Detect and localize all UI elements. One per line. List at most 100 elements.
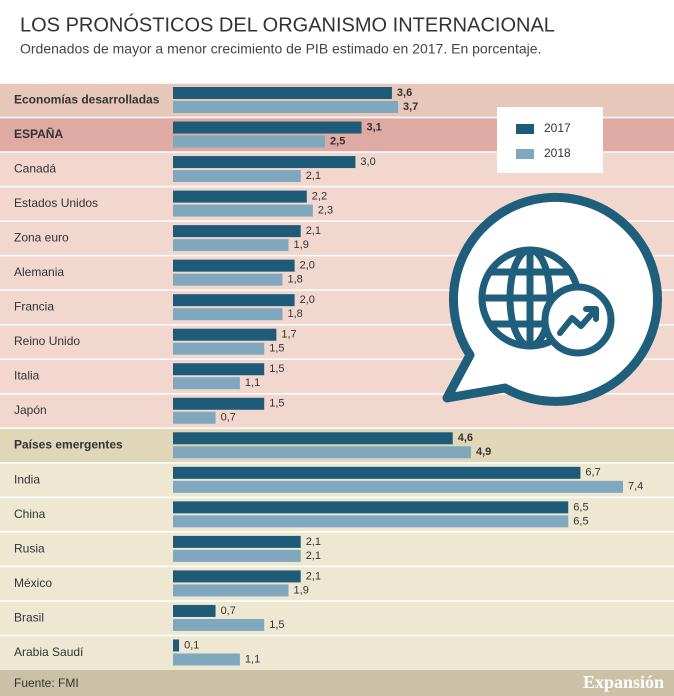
- category-label: Canadá: [14, 161, 56, 175]
- value-label: 0,1: [184, 639, 199, 651]
- legend-label: 2018: [544, 146, 571, 160]
- legend-swatch: [516, 149, 534, 159]
- bar: [173, 570, 301, 583]
- value-label: 0,7: [221, 605, 236, 617]
- bar: [173, 535, 301, 548]
- bar: [173, 273, 283, 286]
- value-label: 2,1: [306, 225, 321, 237]
- value-label: 2,2: [312, 190, 327, 202]
- value-label: 6,7: [585, 467, 600, 479]
- bar: [173, 397, 265, 410]
- value-label: 1,5: [269, 398, 284, 410]
- bar: [173, 480, 623, 493]
- brand: Expansión: [583, 672, 664, 692]
- rows: Economías desarrolladas 3,6 3,7 ESPAÑA 3,1 2,…: [0, 82, 674, 670]
- value-label: 4,9: [476, 446, 491, 458]
- value-label: 3,6: [397, 87, 412, 99]
- trend-arrow: [557, 306, 599, 336]
- bar: [173, 466, 581, 479]
- value-label: 6,5: [573, 501, 588, 513]
- category-label: Arabia Saudí: [14, 645, 84, 659]
- category-label: Francia: [14, 300, 54, 314]
- bar: [173, 377, 240, 390]
- value-label: 2,3: [318, 204, 333, 216]
- globe-icon: [442, 192, 662, 406]
- bar: [173, 308, 283, 321]
- value-label: 1,8: [287, 308, 302, 320]
- category-label: China: [14, 507, 46, 521]
- bar: [173, 515, 569, 528]
- bar: [173, 204, 313, 217]
- bar: [173, 87, 392, 99]
- row-background: [0, 531, 674, 567]
- value-label: 1,5: [269, 343, 284, 355]
- source: Fuente: FMI: [14, 676, 79, 690]
- bar: [173, 653, 240, 666]
- bar: [173, 618, 265, 631]
- chart-title: LOS PRONÓSTICOS DEL ORGANISMO INTERNACIO…: [20, 13, 555, 36]
- value-label: 1,5: [269, 363, 284, 375]
- bar: [173, 363, 265, 376]
- bar: [173, 156, 356, 169]
- bar: [173, 190, 307, 203]
- legend-swatch: [516, 124, 534, 134]
- category-label: Rusia: [14, 541, 45, 555]
- value-label: 7,4: [628, 481, 643, 493]
- category-label: México: [14, 576, 52, 590]
- bar: [173, 411, 216, 424]
- bar: [173, 639, 180, 652]
- value-label: 0,7: [221, 412, 236, 424]
- bar: [173, 501, 569, 514]
- bar: [173, 135, 326, 148]
- value-label: 1,7: [281, 329, 296, 341]
- category-label: ESPAÑA: [14, 126, 63, 141]
- category-label: Brasil: [14, 610, 44, 624]
- bar: [173, 549, 301, 562]
- bar: [173, 342, 265, 355]
- category-label: Economías desarrolladas: [14, 92, 160, 106]
- bar: [173, 239, 289, 252]
- chart-subtitle: Ordenados de mayor a menor crecimiento d…: [20, 41, 541, 57]
- value-label: 2,5: [330, 135, 345, 147]
- value-label: 1,9: [294, 584, 309, 596]
- value-label: 1,8: [287, 274, 302, 286]
- bar: [173, 121, 362, 134]
- legend-box: [497, 107, 603, 173]
- value-label: 2,1: [306, 550, 321, 562]
- value-label: 3,7: [403, 101, 418, 113]
- bar: [173, 101, 398, 113]
- category-label: Estados Unidos: [14, 196, 98, 210]
- category-label: Italia: [14, 369, 40, 383]
- bar: [173, 294, 295, 307]
- value-label: 3,0: [360, 156, 375, 168]
- category-label: Japón: [14, 403, 47, 417]
- footer: [0, 670, 674, 696]
- value-label: 2,1: [306, 536, 321, 548]
- value-label: 3,1: [367, 121, 382, 133]
- value-label: 2,0: [300, 260, 315, 272]
- category-label: Países emergentes: [14, 438, 123, 452]
- bar: [173, 584, 289, 597]
- value-label: 6,5: [573, 515, 588, 527]
- bar: [173, 225, 301, 238]
- value-label: 1,1: [245, 653, 260, 665]
- value-label: 2,0: [300, 294, 315, 306]
- value-label: 2,1: [306, 570, 321, 582]
- row-background: [0, 635, 674, 670]
- value-label: 1,1: [245, 377, 260, 389]
- row-background: [0, 566, 674, 601]
- legend-label: 2017: [544, 121, 571, 135]
- value-label: 1,9: [294, 239, 309, 251]
- bar: [173, 259, 295, 272]
- bar: [173, 170, 301, 183]
- bar: [173, 432, 453, 445]
- category-label: Zona euro: [14, 231, 69, 245]
- category-label: Reino Unido: [14, 334, 80, 348]
- bar: [173, 604, 216, 617]
- bar: [173, 446, 471, 459]
- value-label: 1,5: [269, 619, 284, 631]
- value-label: 4,6: [458, 432, 473, 444]
- category-label: India: [14, 472, 40, 486]
- value-label: 2,1: [306, 170, 321, 182]
